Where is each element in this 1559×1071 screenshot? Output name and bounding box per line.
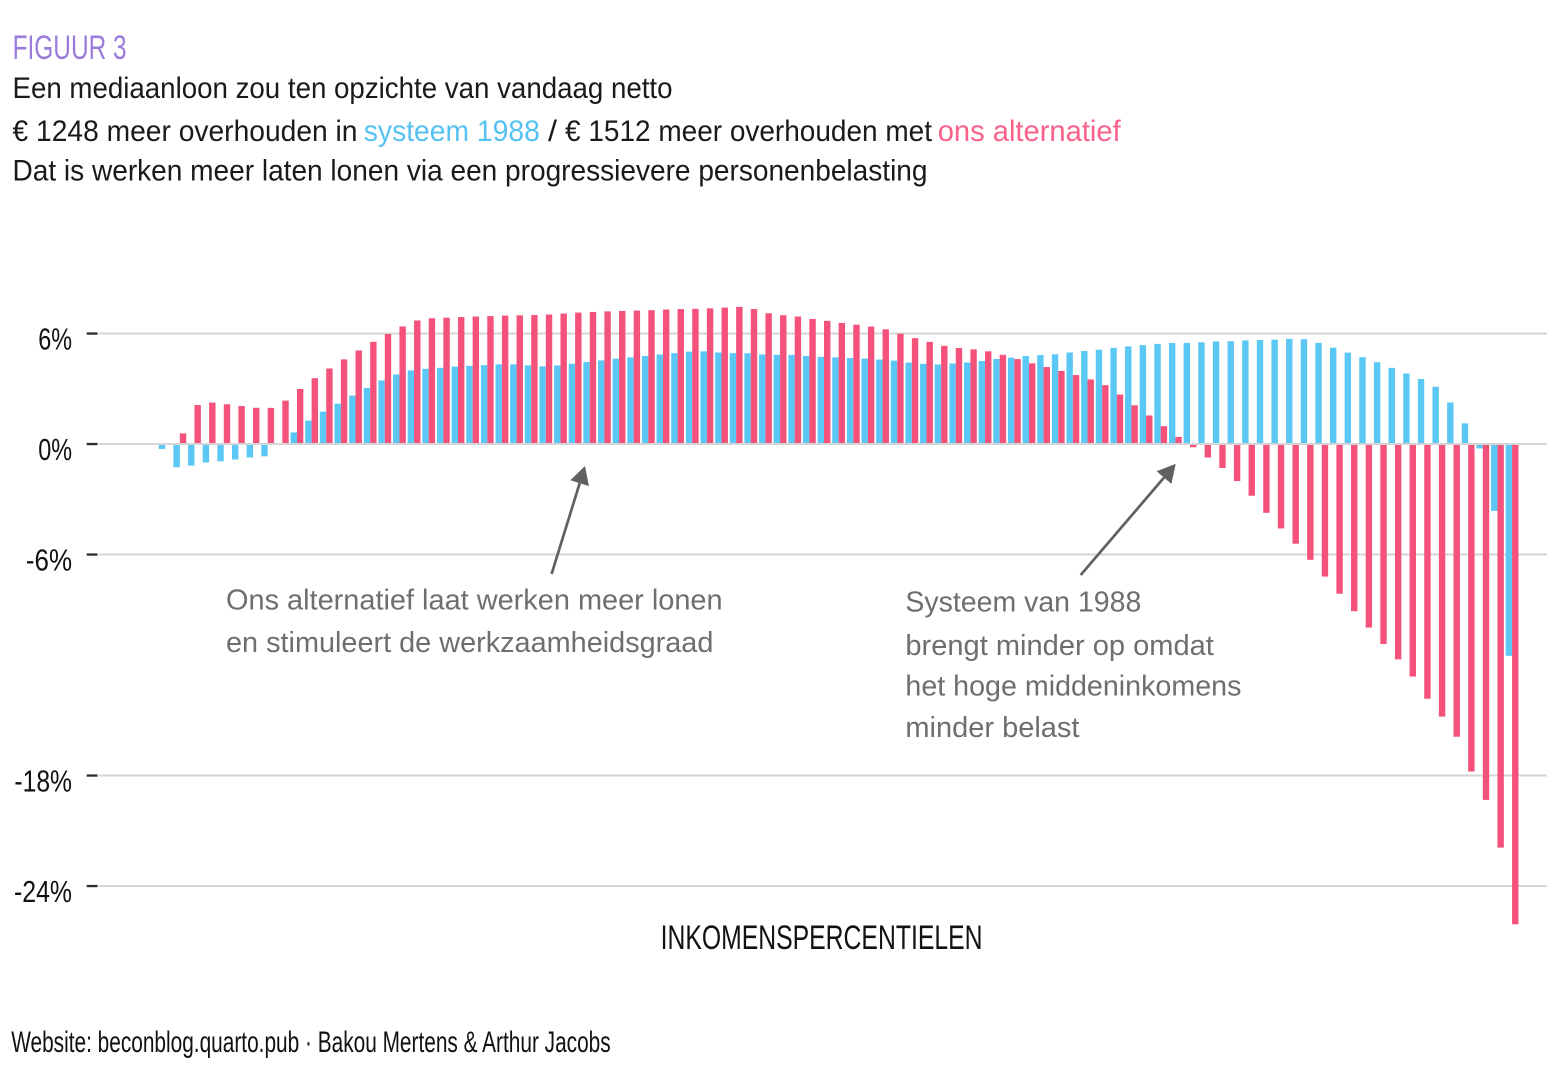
svg-text:Dat is werken meer laten lonen: Dat is werken meer laten lonen via een p… — [13, 156, 928, 188]
svg-text:minder belast: minder belast — [905, 712, 1079, 744]
svg-text:brengt minder op omdat: brengt minder op omdat — [905, 630, 1214, 662]
svg-text:6%: 6% — [38, 324, 72, 357]
svg-text:€ 1512 meer overhouden met: € 1512 meer overhouden met — [565, 116, 932, 148]
svg-text:Website: beconblog.quarto.pub: Website: beconblog.quarto.pub · Bakou Me… — [11, 1026, 611, 1059]
svg-text:€ 1248 meer overhouden in: € 1248 meer overhouden in — [13, 116, 358, 148]
svg-text:-6%: -6% — [26, 545, 72, 578]
svg-text:-24%: -24% — [14, 876, 72, 909]
svg-text:systeem 1988: systeem 1988 — [364, 116, 540, 148]
svg-text:en stimuleert de werkzaamheids: en stimuleert de werkzaamheidsgraad — [226, 627, 713, 659]
svg-text:INKOMENSPERCENTIELEN: INKOMENSPERCENTIELEN — [661, 919, 983, 957]
svg-text:Ons alternatief laat werken me: Ons alternatief laat werken meer lonen — [226, 584, 723, 616]
svg-text:-18%: -18% — [14, 766, 72, 799]
svg-text:Een mediaanloon zou ten opzich: Een mediaanloon zou ten opzichte van van… — [13, 73, 673, 105]
svg-text:/: / — [548, 116, 558, 148]
svg-text:ons alternatief: ons alternatief — [938, 116, 1122, 148]
svg-text:0%: 0% — [38, 434, 72, 467]
svg-text:FIGUUR 3: FIGUUR 3 — [13, 29, 127, 67]
svg-text:het hoge middeninkomens: het hoge middeninkomens — [905, 670, 1241, 702]
svg-text:Systeem van 1988: Systeem van 1988 — [905, 587, 1141, 619]
